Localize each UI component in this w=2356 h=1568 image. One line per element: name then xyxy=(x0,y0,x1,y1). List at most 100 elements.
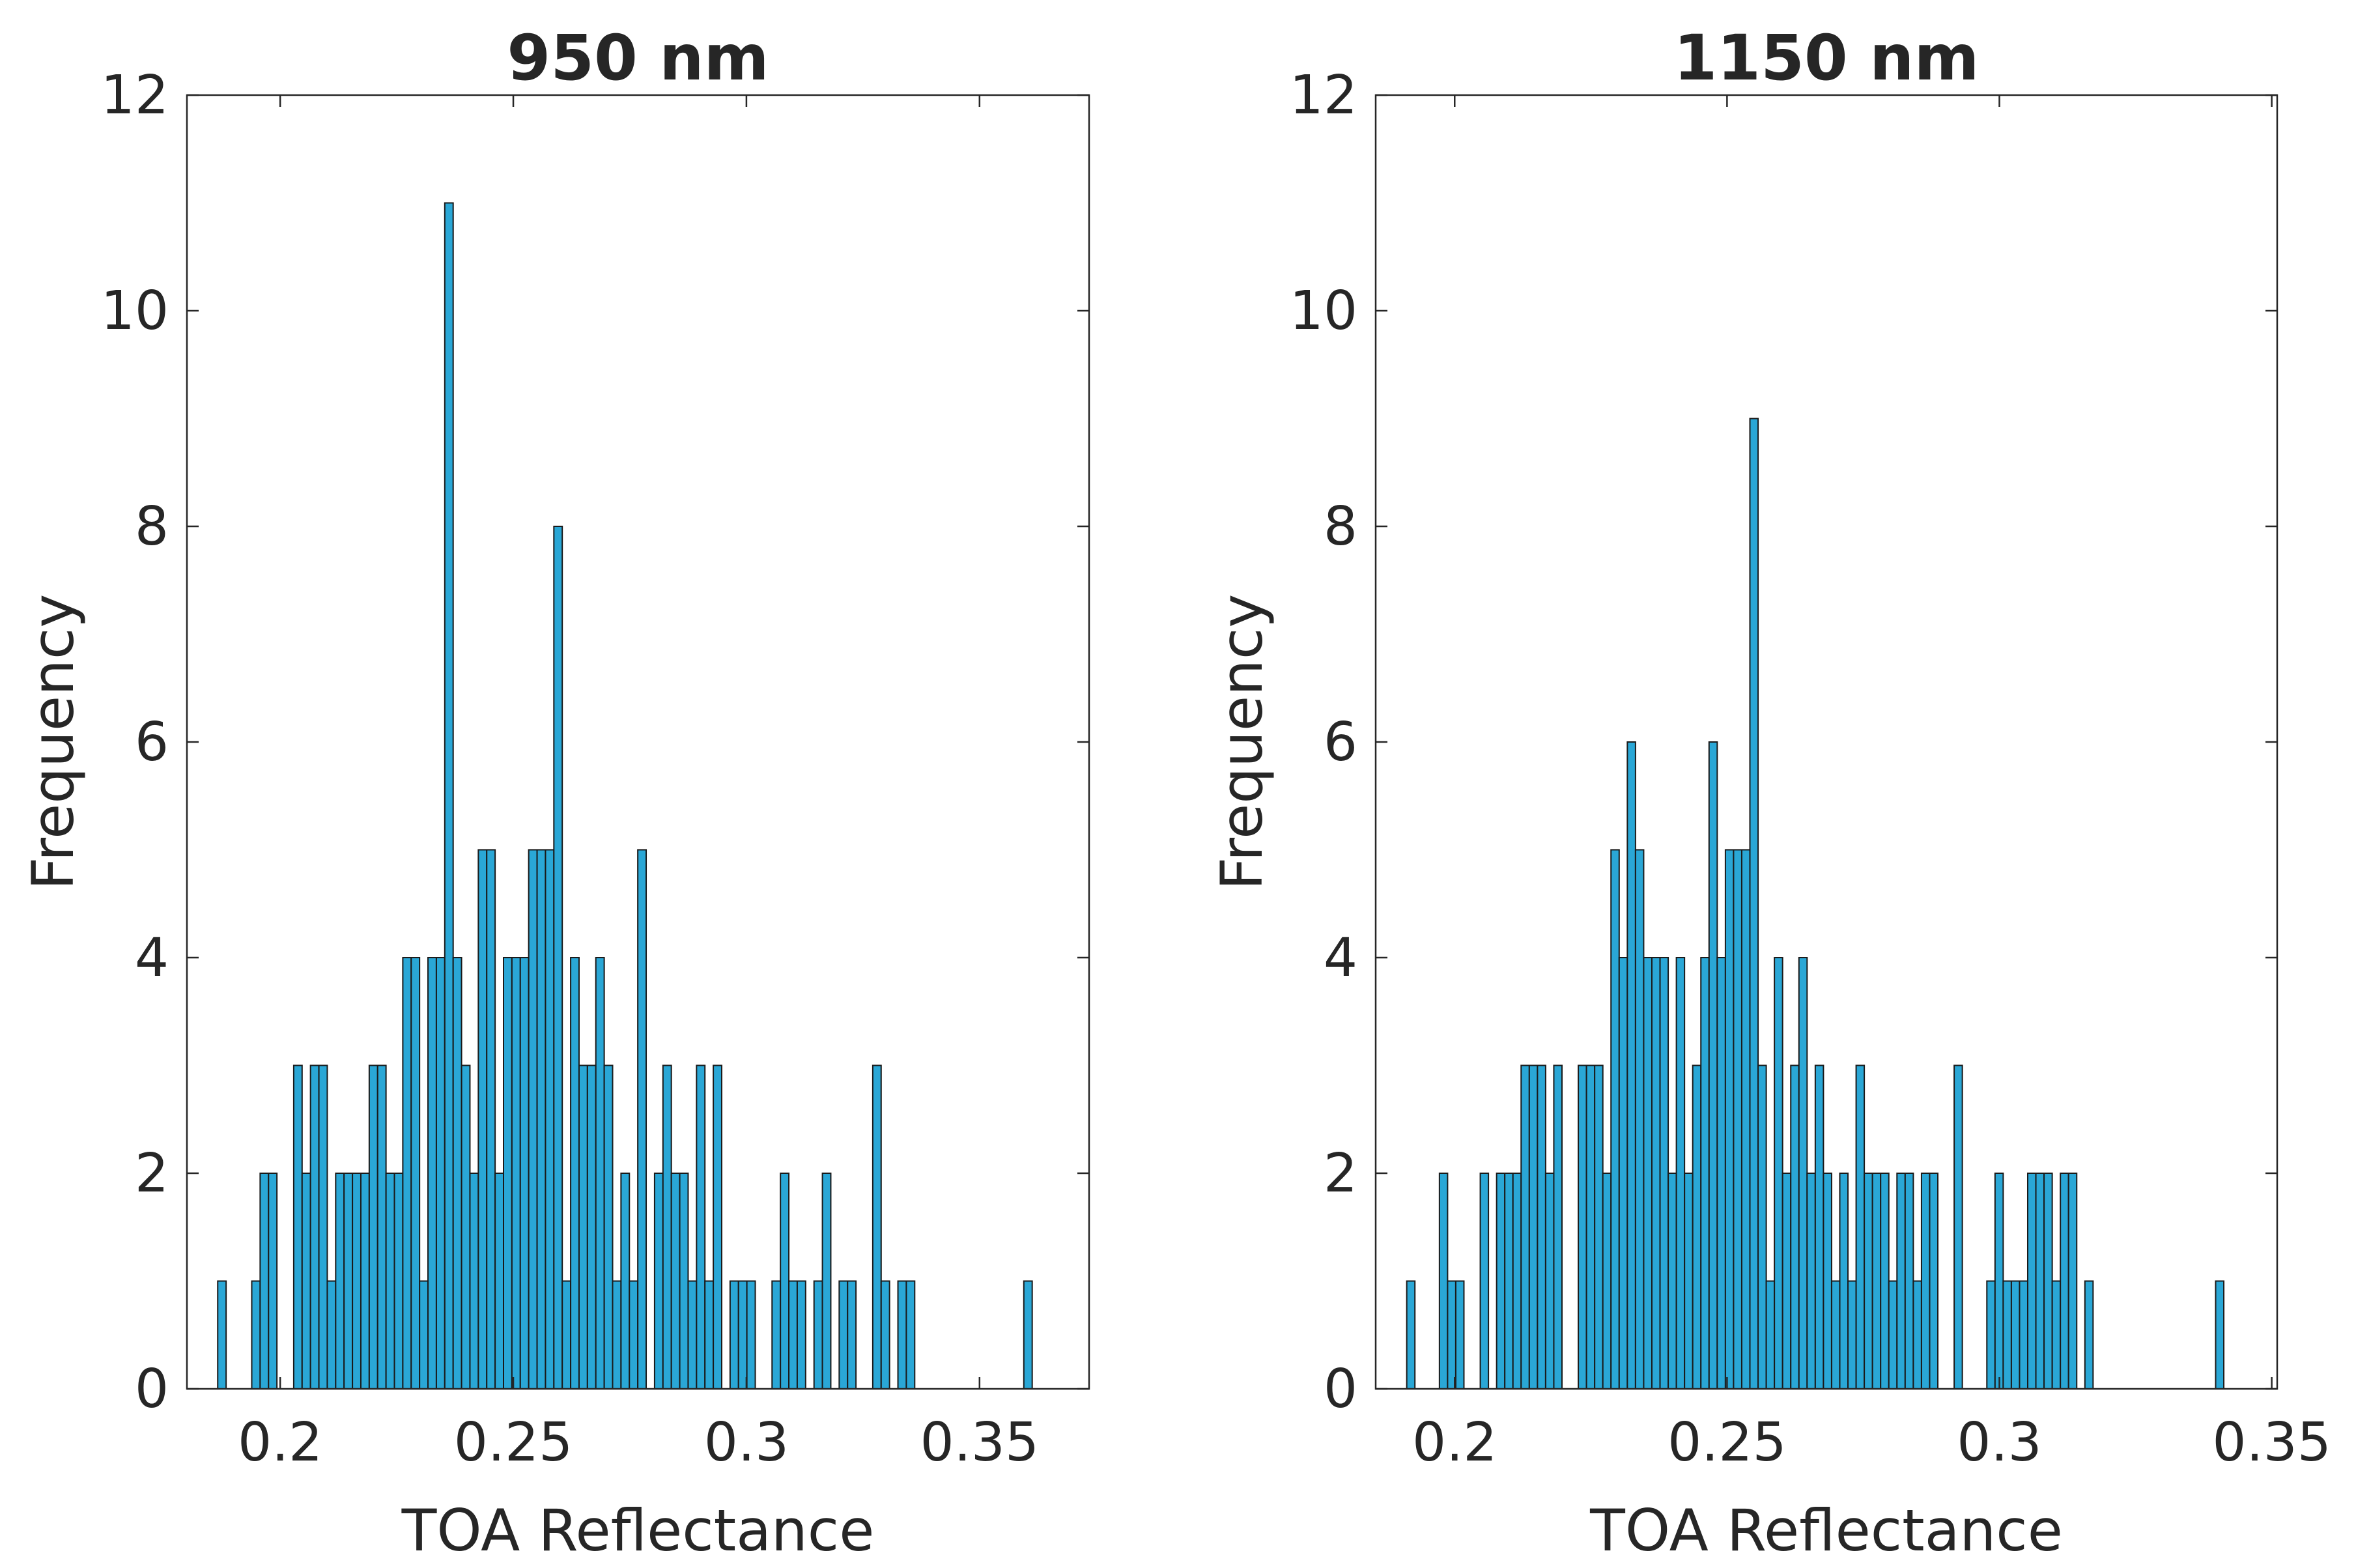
histogram-bar xyxy=(1847,1280,1857,1390)
histogram-bar xyxy=(713,1064,722,1390)
histogram-bar xyxy=(1528,1064,1539,1390)
histogram-bar xyxy=(796,1280,806,1390)
histogram-bar xyxy=(1855,1064,1866,1390)
histogram-bar xyxy=(612,1280,622,1390)
x-tick-label: 0.35 xyxy=(920,1412,1040,1474)
histogram-bar xyxy=(2051,1280,2062,1390)
histogram-bar xyxy=(603,1064,614,1390)
histogram-bar xyxy=(326,1280,337,1390)
histogram-bar xyxy=(1659,957,1669,1390)
histogram-bar xyxy=(2002,1280,2012,1390)
histogram-bar xyxy=(1602,1173,1612,1390)
histogram-bar xyxy=(1912,1280,1922,1390)
histogram-panel-1150nm: 1150 nm TOA Reflectance Frequency 0 2 4 6 8 1… xyxy=(1208,21,2331,1564)
histogram-bar xyxy=(1814,1064,1824,1390)
histogram-bar xyxy=(670,1173,681,1390)
histogram-bar xyxy=(427,957,437,1390)
histogram-bar xyxy=(696,1064,706,1390)
histogram-bar xyxy=(880,1280,890,1390)
histogram-bar xyxy=(1594,1064,1604,1390)
histogram-bar xyxy=(1749,418,1759,1390)
histogram-bar xyxy=(2019,1280,2028,1390)
histogram-bar xyxy=(385,1173,395,1390)
x-tick-label: 0.25 xyxy=(454,1412,573,1474)
histogram-bar xyxy=(292,1064,303,1390)
histogram-bar xyxy=(452,957,462,1390)
histogram-bar xyxy=(813,1280,823,1390)
x-axis: 0.2 0.25 0.3 0.35 xyxy=(1412,95,2331,1474)
histogram-bar xyxy=(2067,1173,2078,1390)
y-axis: 0 2 4 6 8 10 12 xyxy=(101,64,1089,1420)
histogram-bar xyxy=(1537,1064,1546,1390)
y-axis-label: Frequency xyxy=(1208,594,1275,891)
histogram-bar xyxy=(586,1064,597,1390)
histogram-bar xyxy=(318,1064,328,1390)
histogram-bar xyxy=(838,1280,849,1390)
histogram-bar xyxy=(1806,1173,1816,1390)
histogram-bar xyxy=(629,1280,639,1390)
histogram-bar xyxy=(2043,1173,2053,1390)
histogram-bar xyxy=(1023,1280,1033,1390)
histogram-bar xyxy=(746,1280,756,1390)
histogram-bar xyxy=(570,957,580,1390)
histogram-bar xyxy=(1986,1280,1996,1390)
histogram-bar xyxy=(1830,1280,1841,1390)
chart-title: 1150 nm xyxy=(1674,21,1980,94)
histogram-bar xyxy=(1504,1173,1514,1390)
y-tick-label: 12 xyxy=(101,64,169,126)
histogram-bar xyxy=(1880,1173,1890,1390)
histogram-bar xyxy=(1740,849,1751,1390)
y-tick-label: 10 xyxy=(1290,280,1357,342)
histogram-bar xyxy=(1896,1173,1906,1390)
histogram-bar xyxy=(821,1173,832,1390)
y-tick-label: 4 xyxy=(135,927,169,989)
histogram-bar xyxy=(872,1064,882,1390)
histogram-bar xyxy=(1904,1173,1914,1390)
histogram-bar xyxy=(1871,1173,1882,1390)
histogram-bar xyxy=(1447,1280,1456,1390)
x-tick-label: 0.3 xyxy=(704,1412,789,1474)
histogram-bar xyxy=(2084,1280,2094,1390)
histogram-bar xyxy=(704,1280,715,1390)
histogram-bar xyxy=(729,1280,739,1390)
histogram-bar xyxy=(595,957,605,1390)
y-tick-label: 12 xyxy=(1290,64,1357,126)
histogram-bar xyxy=(2215,1280,2225,1390)
y-tick-label: 2 xyxy=(1324,1143,1357,1205)
histogram-bar xyxy=(419,1280,429,1390)
histogram-bar xyxy=(519,957,530,1390)
x-tick-label: 0.35 xyxy=(2212,1412,2331,1474)
histogram-bar xyxy=(1765,1280,1776,1390)
x-tick-label: 0.3 xyxy=(1957,1412,2041,1474)
histogram-bar xyxy=(578,1064,588,1390)
histogram-bar xyxy=(653,1173,664,1390)
y-tick-label: 0 xyxy=(1324,1358,1357,1420)
histogram-bar xyxy=(1953,1064,1963,1390)
histogram-bar xyxy=(435,957,446,1390)
histogram-bar xyxy=(301,1173,311,1390)
histogram-bar xyxy=(528,849,538,1390)
y-tick-label: 10 xyxy=(101,280,169,342)
y-tick-label: 8 xyxy=(1324,496,1357,558)
histogram-bar xyxy=(553,526,563,1390)
histogram-bar xyxy=(376,1064,387,1390)
histogram-bar xyxy=(360,1173,370,1390)
histogram-bar xyxy=(309,1064,320,1390)
histogram-bar xyxy=(503,957,513,1390)
plot-frame xyxy=(186,94,1090,1390)
histogram-bar xyxy=(1781,1173,1792,1390)
histogram-bar xyxy=(1692,1064,1702,1390)
histogram-bar xyxy=(1610,849,1620,1390)
histogram-bar xyxy=(847,1280,857,1390)
plot-frame xyxy=(1374,94,2278,1390)
histogram-bar xyxy=(1668,1173,1677,1390)
histogram-bar xyxy=(2010,1280,2021,1390)
histogram-bar xyxy=(1757,1064,1767,1390)
histogram-bar xyxy=(1651,957,1661,1390)
histogram-bar xyxy=(1455,1280,1465,1390)
histogram-bar xyxy=(1496,1173,1506,1390)
chart-title: 950 nm xyxy=(507,21,769,94)
histogram-bar xyxy=(1839,1173,1849,1390)
histogram-bar xyxy=(1733,849,1742,1390)
